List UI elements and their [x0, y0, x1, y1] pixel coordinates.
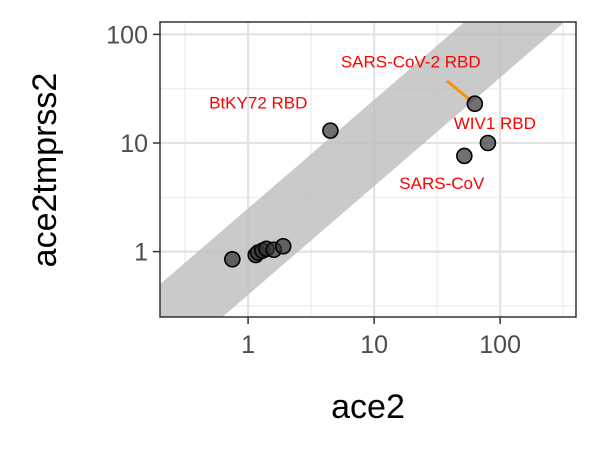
- annotation-label: SARS-CoV-2 RBD: [341, 53, 481, 72]
- panel-border: [159, 21, 577, 318]
- y-tick-label: 1: [134, 239, 148, 267]
- data-point: [322, 122, 339, 139]
- points-layer: [224, 95, 497, 268]
- x-tick-label: 1: [241, 331, 255, 359]
- data-point: [456, 147, 473, 165]
- x-tick-label: 10: [360, 331, 388, 359]
- data-point: [224, 250, 241, 268]
- ticks-layer: 1 10 100 1 10 100: [106, 21, 521, 359]
- y-tick-label: 100: [106, 21, 148, 49]
- highlight-connector: [445, 79, 472, 102]
- annotation-label: BtKY72 RBD: [209, 94, 307, 113]
- annotations-layer: SARS-CoV-2 RBD BtKY72 RBD WIV1 RBD SARS-CoV: [209, 53, 536, 193]
- annotation-label: WIV1 RBD: [454, 114, 536, 133]
- data-point: [274, 237, 292, 255]
- annotation-label: SARS-CoV: [399, 174, 485, 193]
- x-tick-label: 100: [479, 331, 521, 359]
- data-point: [479, 134, 497, 152]
- y-axis-title: ace2tmprss2: [26, 73, 64, 268]
- y-tick-label: 10: [120, 130, 148, 158]
- x-axis-title: ace2: [331, 388, 405, 426]
- data-point: [466, 95, 484, 113]
